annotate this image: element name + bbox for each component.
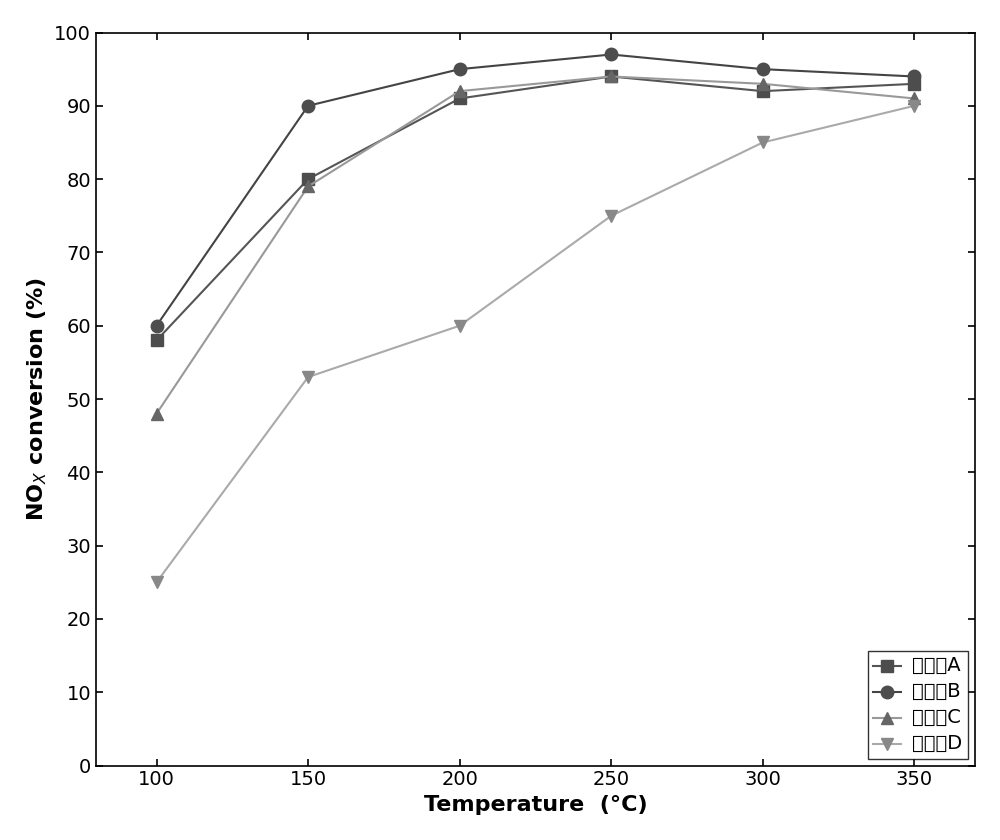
催化劑C bbox=[757, 79, 769, 89]
催化劑A bbox=[302, 174, 314, 184]
催化劑A bbox=[605, 71, 617, 81]
催化劑D bbox=[908, 101, 920, 111]
Line: 催化劑B: 催化劑B bbox=[150, 48, 921, 332]
催化劑B bbox=[302, 101, 314, 111]
催化劑D bbox=[454, 321, 466, 331]
催化劑C bbox=[454, 87, 466, 97]
催化劑A bbox=[908, 79, 920, 89]
催化劑B bbox=[454, 64, 466, 74]
催化劑D bbox=[757, 138, 769, 148]
催化劑B bbox=[151, 321, 163, 331]
Y-axis label: NO$_X$ conversion (%): NO$_X$ conversion (%) bbox=[25, 277, 49, 521]
催化劑D bbox=[605, 211, 617, 221]
Legend: 催化劑A, 催化劑B, 催化劑C, 催化劑D: 催化劑A, 催化劑B, 催化劑C, 催化劑D bbox=[868, 651, 968, 759]
催化劑C bbox=[302, 181, 314, 192]
催化劑B bbox=[908, 71, 920, 81]
催化劑A bbox=[151, 335, 163, 345]
催化劑B bbox=[605, 50, 617, 60]
Line: 催化劑A: 催化劑A bbox=[150, 71, 921, 347]
催化劑A bbox=[757, 87, 769, 97]
Line: 催化劑C: 催化劑C bbox=[150, 71, 921, 420]
催化劑D bbox=[302, 372, 314, 382]
催化劑C bbox=[908, 93, 920, 103]
催化劑C bbox=[605, 71, 617, 81]
Line: 催化劑D: 催化劑D bbox=[150, 100, 921, 589]
催化劑D bbox=[151, 577, 163, 587]
X-axis label: Temperature  (°C): Temperature (°C) bbox=[424, 795, 647, 815]
催化劑C bbox=[151, 409, 163, 419]
催化劑B bbox=[757, 64, 769, 74]
催化劑A bbox=[454, 93, 466, 103]
